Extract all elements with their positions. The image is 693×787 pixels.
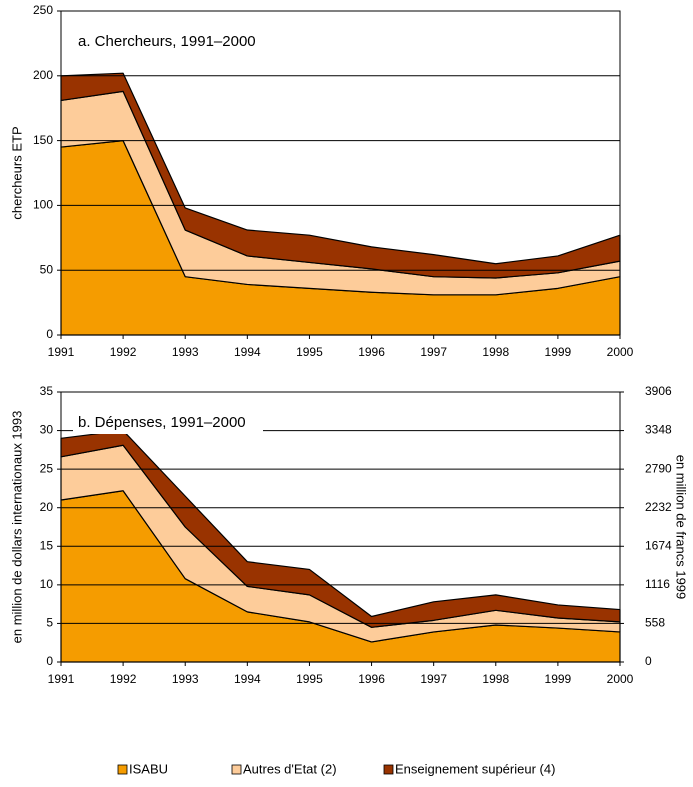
- y2-tick-label: 2232: [645, 500, 672, 514]
- x-tick-label: 1998: [482, 345, 509, 359]
- y2-tick-label: 558: [645, 616, 665, 630]
- x-tick-label: 1996: [358, 672, 385, 686]
- y-tick-label: 20: [40, 500, 54, 514]
- x-tick-label: 1995: [296, 345, 323, 359]
- legend-swatch: [117, 764, 128, 775]
- y2-tick-label: 2790: [645, 461, 672, 475]
- legend-label: ISABU: [129, 761, 168, 776]
- x-tick-label: 2000: [607, 672, 634, 686]
- x-tick-label: 1991: [48, 345, 75, 359]
- x-tick-label: 2000: [607, 345, 634, 359]
- y-tick-label: 250: [33, 3, 53, 17]
- y2-tick-label: 3906: [645, 384, 672, 398]
- y2-tick-label: 1116: [645, 577, 670, 591]
- y2-tick-label: 1674: [645, 538, 672, 552]
- y-axis-label: en million de dollars internationaux 199…: [9, 411, 24, 644]
- x-tick-label: 1993: [172, 345, 199, 359]
- y-tick-label: 0: [46, 654, 53, 668]
- x-tick-label: 1999: [545, 672, 572, 686]
- y2-axis-label: en million de francs 1999: [674, 455, 689, 600]
- annotation: b. Dépenses, 1991–2000: [78, 414, 246, 431]
- y-tick-label: 15: [40, 538, 54, 552]
- annotation: a. Chercheurs, 1991–2000: [78, 33, 256, 50]
- x-tick-label: 1991: [48, 672, 75, 686]
- x-tick-label: 1997: [420, 345, 447, 359]
- legend-label: Enseignement supérieur (4): [395, 761, 555, 776]
- y-tick-label: 0: [46, 327, 53, 341]
- y-tick-label: 100: [33, 198, 53, 212]
- y2-tick-label: 0: [645, 654, 652, 668]
- y-tick-label: 200: [33, 68, 53, 82]
- legend-swatch: [383, 764, 394, 775]
- area-layer: [60, 72, 621, 279]
- x-tick-label: 1999: [545, 345, 572, 359]
- x-tick-label: 1998: [482, 672, 509, 686]
- y-tick-label: 35: [40, 384, 54, 398]
- x-tick-label: 1994: [234, 345, 261, 359]
- legend-label: Autres d'Etat (2): [243, 761, 337, 776]
- y-tick-label: 10: [40, 577, 54, 591]
- legend-swatch: [231, 764, 242, 775]
- y-tick-label: 5: [46, 616, 53, 630]
- y-tick-label: 150: [33, 133, 53, 147]
- annotation-bg: [73, 31, 263, 53]
- y2-tick-label: 3348: [645, 423, 672, 437]
- x-tick-label: 1992: [110, 345, 137, 359]
- y-axis-label: chercheurs ETP: [9, 126, 24, 219]
- area-layer: [60, 429, 621, 628]
- x-tick-label: 1997: [420, 672, 447, 686]
- y-tick-label: 30: [40, 423, 54, 437]
- y-tick-label: 50: [40, 262, 54, 276]
- annotation-bg: [73, 412, 263, 434]
- x-tick-label: 1993: [172, 672, 199, 686]
- x-tick-label: 1995: [296, 672, 323, 686]
- x-tick-label: 1992: [110, 672, 137, 686]
- y-tick-label: 25: [40, 461, 54, 475]
- x-tick-label: 1994: [234, 672, 261, 686]
- x-tick-label: 1996: [358, 345, 385, 359]
